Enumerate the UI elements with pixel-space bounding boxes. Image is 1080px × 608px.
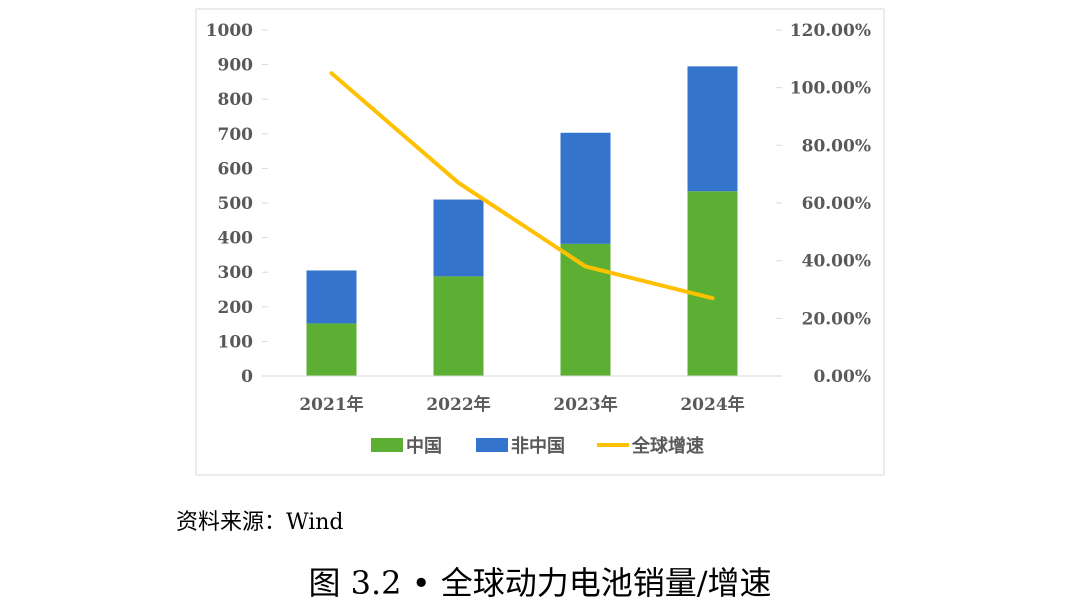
right-axis: 0.00% 20.00% 40.00% 60.00% 80.00% 100.00% 120.… bbox=[776, 21, 871, 387]
legend-non-china-swatch bbox=[476, 438, 508, 452]
left-tick-label: 900 bbox=[218, 56, 254, 76]
right-tick-label: 120.00% bbox=[790, 21, 871, 41]
bar-non-china-2 bbox=[560, 132, 611, 244]
legend-growth-label: 全球增速 bbox=[631, 435, 704, 457]
left-tick-label: 800 bbox=[218, 90, 254, 110]
bar-china-3 bbox=[687, 191, 738, 376]
left-tick-label: 100 bbox=[218, 332, 254, 352]
left-tick-label: 700 bbox=[218, 125, 254, 145]
left-tick-label: 200 bbox=[218, 298, 254, 318]
legend-china-label: 中国 bbox=[406, 435, 442, 457]
bar-non-china-0 bbox=[306, 270, 357, 324]
growth-line-layer bbox=[329, 71, 715, 301]
right-tick-label: 80.00% bbox=[802, 136, 871, 156]
source-note: 资料来源：Wind bbox=[176, 510, 344, 535]
right-tick-label: 20.00% bbox=[802, 309, 871, 329]
x-tick-label: 2024年 bbox=[680, 394, 744, 415]
left-tick-label: 400 bbox=[218, 229, 254, 249]
x-tick-label: 2022年 bbox=[426, 394, 490, 415]
legend: 中国 非中国 全球增速 bbox=[371, 435, 704, 457]
left-tick-label: 500 bbox=[218, 194, 254, 214]
legend-china-swatch bbox=[371, 438, 403, 452]
bar-non-china-1 bbox=[433, 199, 484, 277]
bar-china-2 bbox=[560, 243, 611, 376]
right-tick-label: 60.00% bbox=[802, 194, 871, 214]
left-tick-label: 300 bbox=[218, 263, 254, 283]
right-tick-label: 40.00% bbox=[802, 252, 871, 272]
figure-caption: 图 3.2 • 全球动力电池销量/增速 bbox=[308, 564, 772, 602]
legend-non-china-label: 非中国 bbox=[511, 435, 565, 457]
right-tick-label: 100.00% bbox=[790, 79, 871, 99]
right-tick-label: 0.00% bbox=[813, 367, 871, 387]
bar-non-china-3 bbox=[687, 66, 738, 192]
left-tick-label: 0 bbox=[241, 367, 253, 387]
chart-frame bbox=[195, 8, 885, 476]
x-tick-label: 2021年 bbox=[299, 394, 363, 415]
x-axis: 2021年 2022年 2023年 2024年 bbox=[299, 394, 744, 415]
x-tick-label: 2023年 bbox=[553, 394, 617, 415]
bar-china-0 bbox=[306, 323, 357, 376]
growth-line bbox=[329, 71, 715, 301]
left-axis: 0 100 200 300 400 500 600 700 800 900 1000 bbox=[206, 21, 268, 387]
left-tick-label: 600 bbox=[218, 159, 254, 179]
left-tick-label: 1000 bbox=[206, 21, 253, 41]
bars bbox=[306, 66, 738, 376]
bar-china-1 bbox=[433, 276, 484, 376]
